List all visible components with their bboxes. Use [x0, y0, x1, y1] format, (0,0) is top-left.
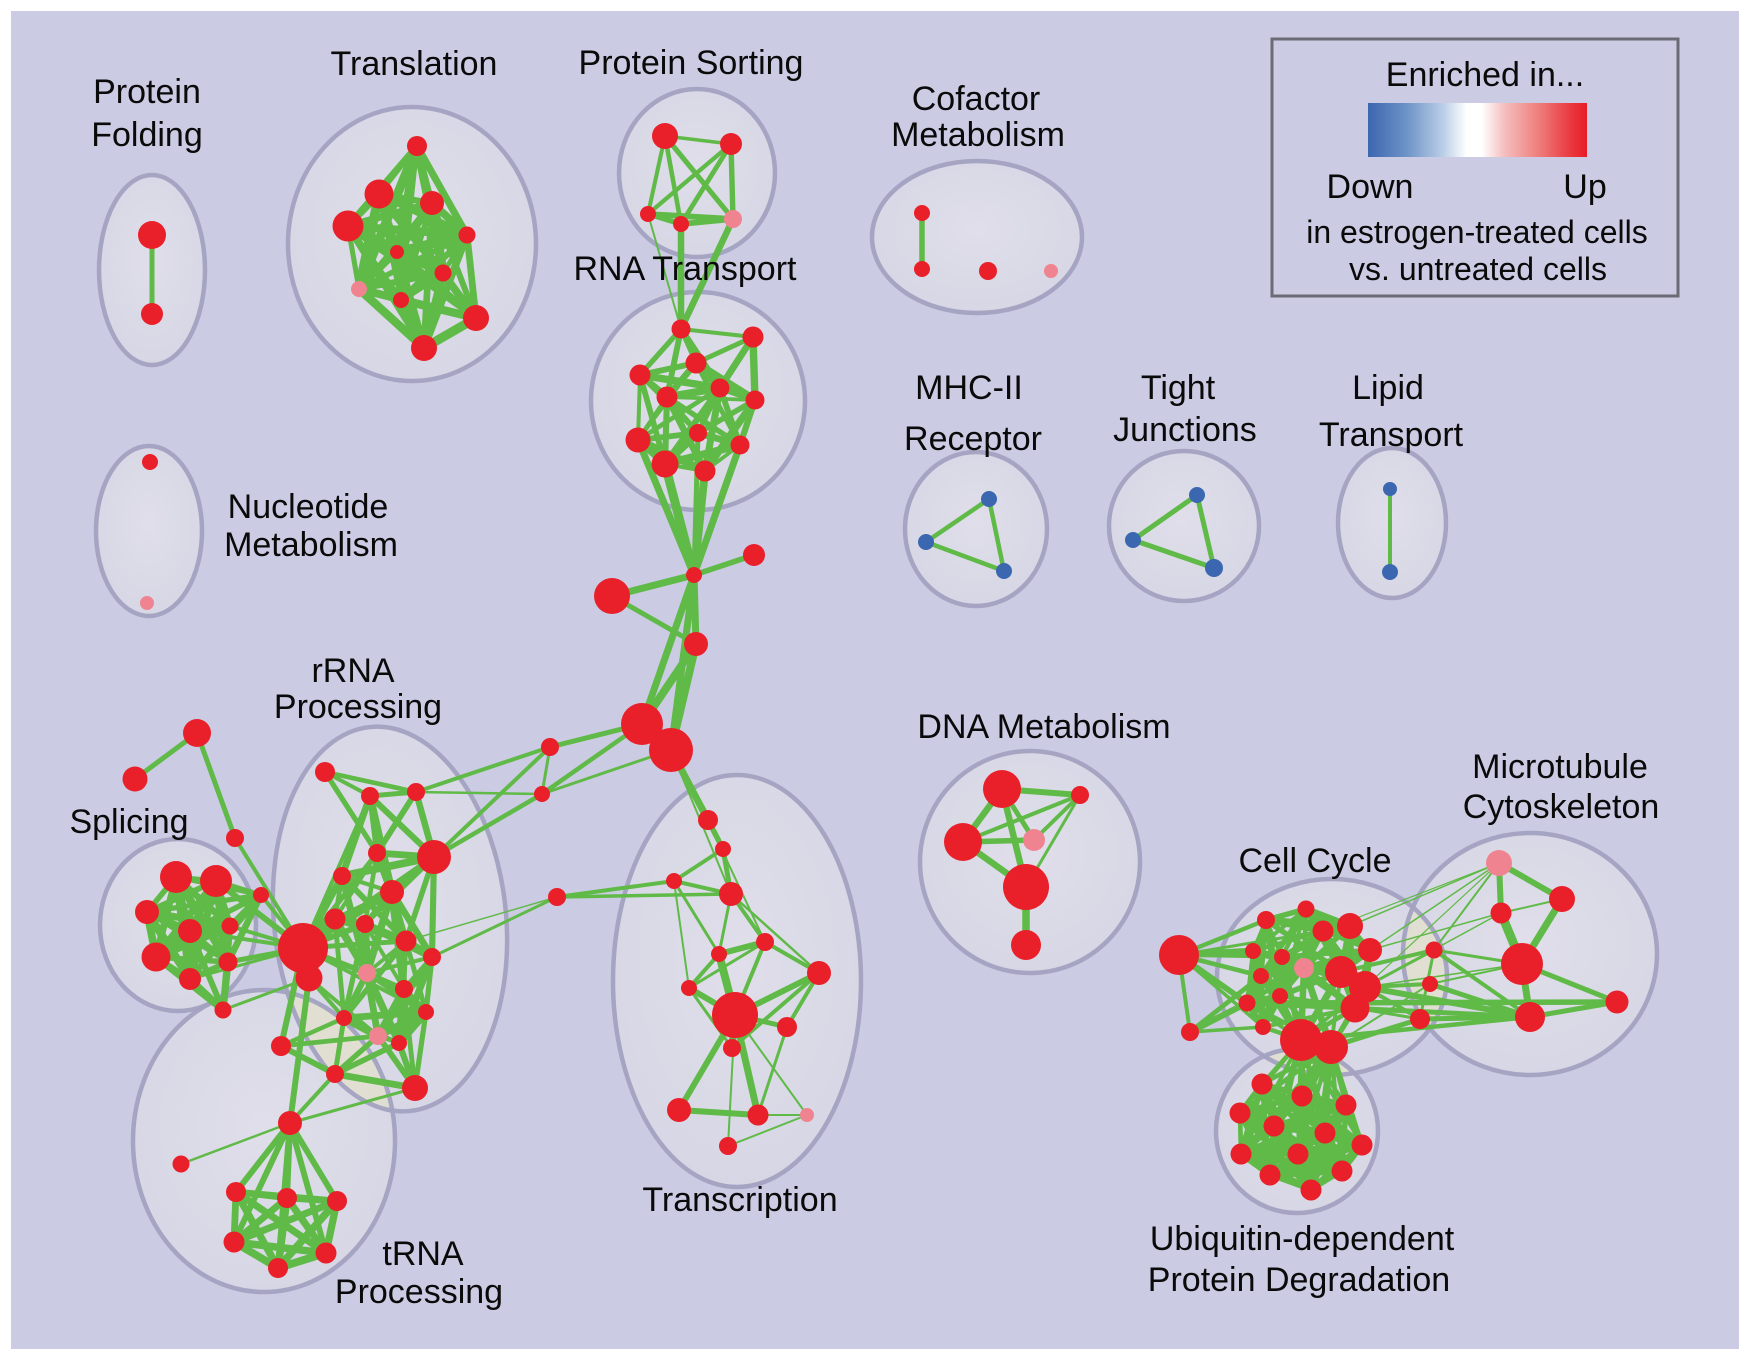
svg-text:Protein Sorting: Protein Sorting [579, 44, 804, 82]
svg-text:MHC-II: MHC-II [915, 369, 1023, 407]
svg-text:tRNA: tRNA [382, 1235, 464, 1273]
svg-text:Transport: Transport [1319, 416, 1464, 454]
svg-text:Metabolism: Metabolism [224, 526, 398, 564]
svg-text:vs. untreated cells: vs. untreated cells [1349, 251, 1607, 287]
svg-text:in estrogen-treated cells: in estrogen-treated cells [1306, 214, 1648, 250]
svg-text:Translation: Translation [331, 45, 498, 83]
svg-text:Tight: Tight [1141, 369, 1216, 407]
svg-text:Folding: Folding [91, 116, 203, 154]
svg-text:rRNA: rRNA [311, 652, 394, 690]
svg-text:Ubiquitin-dependent: Ubiquitin-dependent [1150, 1220, 1455, 1258]
svg-text:Nucleotide: Nucleotide [228, 488, 389, 526]
svg-text:Cell Cycle: Cell Cycle [1238, 842, 1391, 880]
svg-text:RNA Transport: RNA Transport [574, 250, 798, 288]
svg-text:Microtubule: Microtubule [1472, 748, 1648, 786]
svg-text:Protein: Protein [93, 73, 201, 111]
svg-text:DNA Metabolism: DNA Metabolism [917, 708, 1170, 746]
svg-text:Transcription: Transcription [642, 1181, 837, 1219]
svg-text:Junctions: Junctions [1113, 411, 1257, 449]
svg-text:Processing: Processing [274, 688, 442, 726]
svg-text:Enriched in...: Enriched in... [1386, 56, 1584, 94]
svg-text:Cofactor: Cofactor [912, 80, 1041, 118]
svg-text:Receptor: Receptor [904, 420, 1042, 458]
svg-text:Lipid: Lipid [1352, 369, 1424, 407]
svg-text:Protein Degradation: Protein Degradation [1148, 1261, 1450, 1299]
svg-text:Up: Up [1563, 168, 1606, 206]
svg-text:Splicing: Splicing [69, 803, 188, 841]
svg-text:Cytoskeleton: Cytoskeleton [1463, 788, 1660, 826]
svg-text:Down: Down [1327, 168, 1414, 206]
svg-text:Metabolism: Metabolism [891, 116, 1065, 154]
svg-text:Processing: Processing [335, 1273, 503, 1311]
